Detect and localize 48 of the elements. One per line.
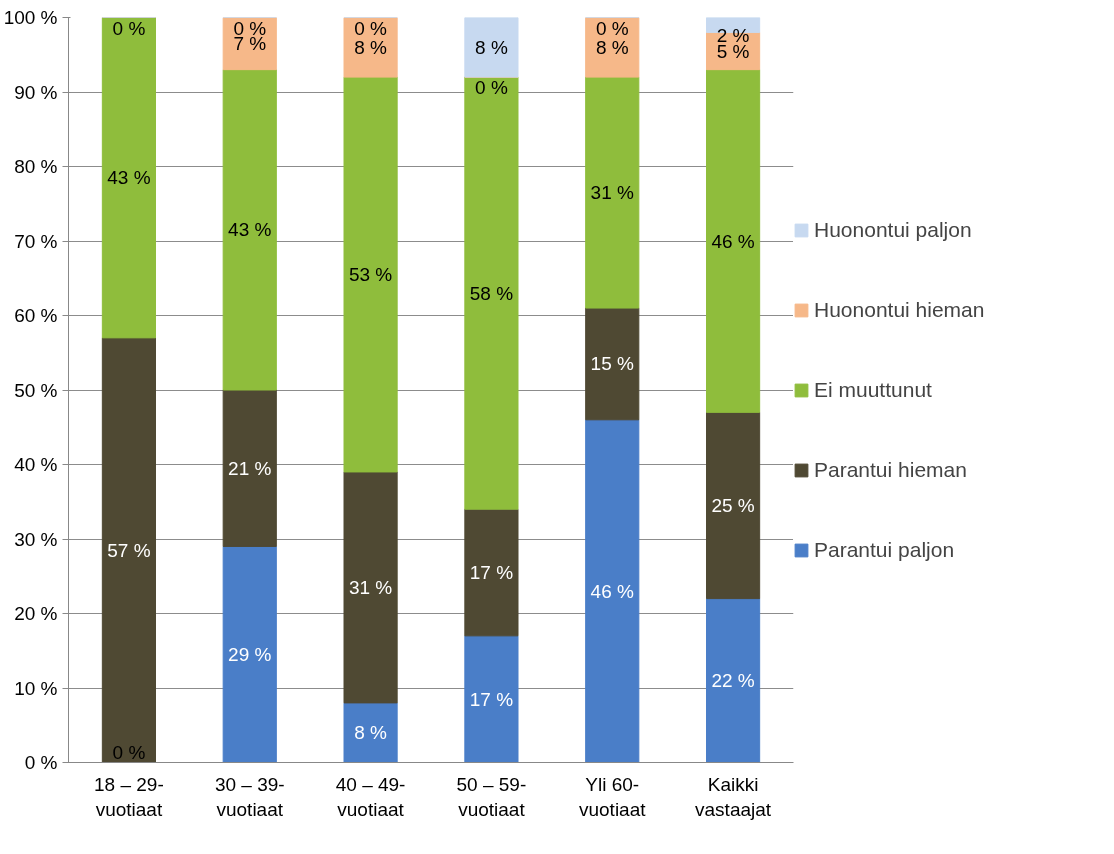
data-label: 0 % <box>595 17 629 39</box>
data-label: 25 % <box>711 494 755 516</box>
data-label: 17 % <box>469 562 514 584</box>
y-tick-label: 40 % <box>14 454 58 475</box>
y-tick-label: 0 % <box>24 752 58 773</box>
data-label: 2 % <box>716 24 750 46</box>
x-tick-label: 50 – 59- vuotiaat <box>456 773 527 820</box>
x-tick-label: Kaikki vastaajat <box>695 773 772 820</box>
data-label: 0 % <box>354 17 388 39</box>
x-tick-label: 30 – 39- vuotiaat <box>214 773 285 820</box>
data-label: 43 % <box>107 167 151 189</box>
data-label: 46 % <box>711 230 755 252</box>
x-tick-label: Yli 60- vuotiaat <box>578 773 647 820</box>
legend-label: Ei muuttunut <box>814 376 932 403</box>
legend-label: Parantui hieman <box>814 456 967 483</box>
data-label: 46 % <box>590 580 635 602</box>
data-label: 8 % <box>354 36 388 58</box>
y-tick-label: 90 % <box>14 81 58 103</box>
y-tick-label: 80 % <box>14 156 58 177</box>
x-tick-label: 18 – 29- vuotiaat <box>94 773 164 820</box>
x-tick-label: 40 – 49- vuotiaat <box>335 773 406 820</box>
data-label: 8 % <box>595 36 629 58</box>
data-label: 31 % <box>590 182 635 204</box>
y-tick-label: 20 % <box>14 603 58 624</box>
data-label: 31 % <box>348 576 393 598</box>
data-label: 17 % <box>469 688 514 710</box>
data-label: 43 % <box>228 219 272 241</box>
data-label: 15 % <box>590 353 635 375</box>
legend-label: Huonontui hieman <box>814 296 985 323</box>
data-label: 8 % <box>475 36 508 58</box>
data-label: 0 % <box>475 77 508 99</box>
data-label: 53 % <box>348 264 393 286</box>
data-label: 29 % <box>228 643 272 665</box>
y-tick-label: 100 % <box>3 7 58 28</box>
data-label: 58 % <box>469 282 514 304</box>
data-label: 21 % <box>228 457 272 479</box>
legend-label: Huonontui paljon <box>814 216 972 243</box>
y-tick-label: 50 % <box>14 379 58 401</box>
y-tick-label: 30 % <box>14 528 58 550</box>
y-tick-label: 70 % <box>14 230 58 252</box>
data-label: 0 % <box>112 741 146 763</box>
y-tick-label: 10 % <box>14 677 58 699</box>
data-label: 22 % <box>711 670 755 692</box>
y-tick-label: 60 % <box>14 305 58 326</box>
data-label: 8 % <box>354 722 388 744</box>
data-label: 0 % <box>112 17 146 39</box>
data-label: 57 % <box>107 539 151 561</box>
legend-label: Parantui paljon <box>814 536 955 563</box>
